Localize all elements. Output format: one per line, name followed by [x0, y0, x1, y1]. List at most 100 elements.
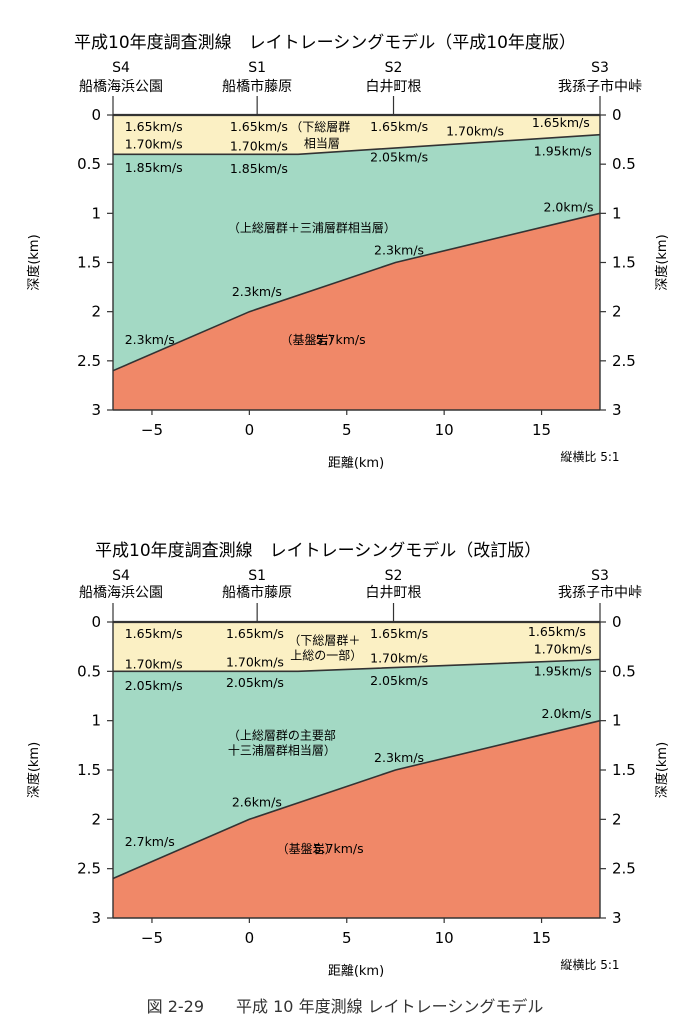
layer-annotation: （下総層群＋ [288, 634, 360, 648]
y-tick-label-right: 1.5 [612, 254, 636, 272]
boundary-layer1-base [113, 133, 601, 156]
velocity-label: 1.95km/s [534, 663, 592, 678]
layer-annotation: （上総層群の主要部 [228, 727, 336, 742]
y-tick-label-left: 1 [91, 712, 101, 730]
layer-annotation: 十三浦層群相当層） [228, 743, 336, 757]
station-name: 白井町根 [366, 79, 422, 95]
velocity-label: 2.05km/s [125, 678, 183, 693]
y-axis-label-left: 深度(km) [26, 234, 42, 290]
y-tick-label-right: 0.5 [612, 662, 636, 680]
y-tick-label-left: 0.5 [77, 662, 101, 680]
x-axis-label: 距離(km) [328, 964, 384, 979]
y-tick-label-left: 1 [91, 204, 101, 222]
station-code: S2 [385, 60, 403, 76]
x-tick-label: −5 [141, 421, 163, 439]
chart-panel-1: 平成10年度調査測線 レイトレーシングモデル（平成10年度版） 0 0 0.5 0.5 1… [26, 32, 670, 471]
x-tick-label: 5 [342, 929, 352, 947]
x-tick-label: 0 [245, 929, 255, 947]
velocity-label: 1.70km/s [370, 651, 428, 666]
velocity-label: 2.0km/s [544, 199, 594, 214]
velocity-label: 1.65km/s [125, 119, 183, 134]
velocity-label: 1.95km/s [534, 143, 592, 158]
aspect-ratio-note: 縦横比 5:1 [560, 958, 619, 972]
layer-basement [113, 720, 600, 918]
boundary-basement-top [112, 719, 601, 880]
chart-title: 平成10年度調査測線 レイトレーシングモデル（改訂版） [95, 540, 541, 561]
figure-caption: 図 2-29 平成 10 年度測線 レイトレーシングモデル [147, 997, 544, 1016]
y-tick-label-right: 3 [612, 401, 622, 419]
y-tick-label-right: 0.5 [612, 155, 636, 173]
layer-annotation: 相当層 [304, 137, 340, 151]
station-code: S1 [248, 568, 266, 584]
velocity-label: 2.7km/s [125, 834, 175, 849]
y-tick-label-right: 2.5 [612, 860, 636, 878]
velocity-label: 1.70km/s [226, 654, 284, 669]
y-tick-label-left: 2.5 [77, 860, 101, 878]
y-tick-label-left: 0.5 [77, 155, 101, 173]
layer-annotation: （上総層群＋三浦層群相当層） [228, 221, 396, 235]
layer-annotation: （基盤岩） [277, 841, 337, 856]
station-name: 白井町根 [366, 585, 422, 601]
velocity-label: 2.0km/s [542, 706, 592, 721]
x-tick-label: −5 [141, 929, 163, 947]
y-tick-label-right: 1 [612, 712, 622, 730]
y-tick-label-right: 0 [612, 106, 622, 124]
x-axis-label: 距離(km) [328, 456, 384, 471]
velocity-label: 1.65km/s [370, 626, 428, 641]
boundary-basement-top [112, 212, 601, 372]
y-tick-label-left: 3 [91, 909, 101, 927]
y-axis-label-right: 深度(km) [654, 742, 670, 798]
layer-shallow [113, 622, 600, 672]
station-code: S4 [112, 60, 130, 76]
y-axis-label-left: 深度(km) [26, 742, 42, 798]
layer-shallow [113, 115, 600, 155]
y-tick-label-left: 3 [91, 401, 101, 419]
velocity-label: 1.70km/s [230, 138, 288, 153]
x-tick-label: 10 [435, 421, 454, 439]
station-code: S1 [248, 60, 266, 76]
velocity-label: 1.70km/s [534, 642, 592, 657]
station-name: 船橋海浜公園 [79, 79, 163, 95]
station-name: 我孫子市中峠 [558, 78, 642, 95]
velocity-label: 1.70km/s [125, 656, 183, 671]
velocity-label: 1.65km/s [370, 119, 428, 134]
velocity-label: 1.65km/s [226, 626, 284, 641]
chart-title: 平成10年度調査測線 レイトレーシングモデル（平成10年度版） [74, 32, 576, 53]
chart-panel-2: 平成10年度調査測線 レイトレーシングモデル（改訂版） 0 0 0.5 0.5 1 1 1.5… [26, 540, 670, 979]
y-tick-label-left: 2.5 [77, 352, 101, 370]
layer-annotation: （基盤岩） [281, 332, 341, 347]
y-tick-label-left: 1.5 [77, 254, 101, 272]
y-tick-label-right: 2 [612, 810, 622, 828]
velocity-label: 1.70km/s [125, 137, 183, 152]
velocity-label: 5.7km/s [314, 841, 364, 856]
y-tick-label-left: 2 [91, 810, 101, 828]
station-name: 船橋海浜公園 [79, 585, 163, 601]
x-tick-label: 15 [532, 929, 551, 947]
velocity-label: 2.05km/s [226, 675, 284, 690]
station-name: 船橋市藤原 [222, 78, 292, 95]
velocity-label: 2.3km/s [374, 243, 424, 258]
velocity-label: 1.70km/s [446, 124, 504, 139]
velocity-label: 1.85km/s [230, 161, 288, 176]
velocity-label: 5.7km/s [316, 332, 366, 347]
velocity-label: 1.65km/s [125, 626, 183, 641]
x-tick-label: 5 [342, 421, 352, 439]
station-code: S4 [112, 568, 130, 584]
layer-annotation: 上総の一部） [290, 648, 362, 663]
x-tick-label: 15 [532, 421, 551, 439]
y-tick-label-right: 1.5 [612, 761, 636, 779]
station-name: 我孫子市中峠 [558, 584, 642, 601]
y-tick-label-left: 0 [91, 613, 101, 631]
velocity-label: 2.3km/s [232, 284, 282, 299]
velocity-label: 1.65km/s [230, 119, 288, 134]
boundary-layer1-base [113, 658, 601, 673]
velocity-label: 2.05km/s [370, 149, 428, 164]
velocity-label: 2.6km/s [232, 795, 282, 810]
x-tick-label: 0 [245, 421, 255, 439]
y-tick-label-right: 2 [612, 303, 622, 321]
station-code: S3 [591, 568, 609, 584]
velocity-label: 1.65km/s [528, 624, 586, 639]
station-name: 船橋市藤原 [222, 584, 292, 601]
